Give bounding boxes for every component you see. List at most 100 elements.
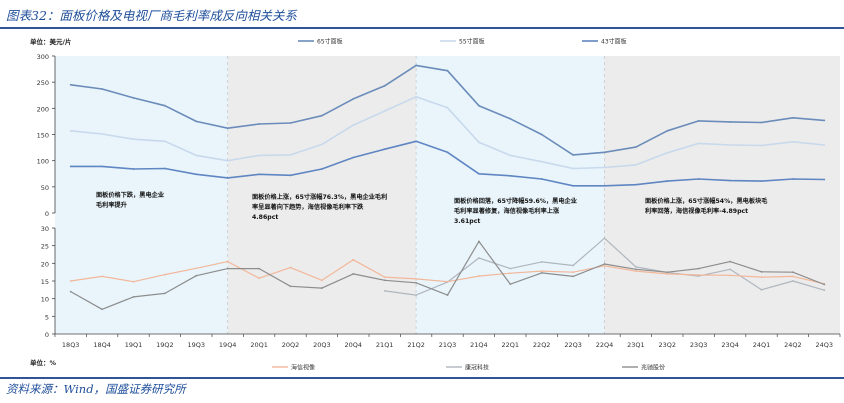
- series-43-inch-point: [760, 180, 763, 182]
- series-65-inch-point: [69, 83, 72, 86]
- annotation-a2-line: 率呈显著向下趋势，海信视像毛利率下跌: [252, 203, 364, 211]
- series-43-inch-point: [321, 168, 323, 170]
- series-hisense-point: [540, 270, 543, 273]
- series-zhaochi-point: [760, 270, 763, 273]
- series-65-inch-point: [635, 146, 637, 148]
- series-55-inch-point: [195, 154, 198, 157]
- series-43-inch-point: [792, 178, 794, 180]
- chart: 0 50 100 150 200 250 300 0 5 10 15 20 25 30 18Q3 18Q4 19…: [30, 37, 841, 372]
- series-65-inch-point: [603, 151, 606, 154]
- series-43-inch-point: [415, 140, 417, 143]
- x-tick-label: 22Q1: [502, 341, 520, 349]
- series-hisense-point: [195, 267, 198, 270]
- series-55-inch-point: [823, 144, 826, 146]
- annotation-a3-line: 面板价格回落，65寸降幅59.6%，黑电企业: [454, 197, 577, 205]
- series-43-inch-point: [164, 167, 166, 170]
- series-55-inch-point: [164, 140, 166, 143]
- series-43-inch-point: [666, 180, 669, 182]
- x-tick-label: 18Q4: [93, 341, 111, 349]
- series-zhaochi-point: [478, 240, 480, 243]
- series-65-inch-point: [697, 119, 700, 122]
- series-zhaochi-point: [697, 267, 700, 270]
- series-43-inch-point: [729, 179, 731, 182]
- legend-zhaochi-label: 兆驰股份: [641, 364, 665, 372]
- x-tick-label: 19Q3: [188, 341, 206, 349]
- series-43-inch-point: [635, 183, 637, 186]
- series-kangguan-point: [603, 237, 606, 240]
- series-zhaochi-point: [101, 308, 103, 311]
- series-65-inch-point: [792, 116, 794, 119]
- x-tick-label: 23Q1: [627, 341, 645, 349]
- series-kangguan-point: [383, 289, 386, 292]
- period-band-4: [604, 56, 840, 334]
- x-tick-label: 24Q2: [784, 341, 802, 349]
- annotation-a1-line: 面板价格下跌，黑电企业: [96, 191, 164, 199]
- series-kangguan-point: [540, 261, 543, 263]
- series-55-inch-point: [760, 144, 763, 147]
- top-y-tick-label: 200: [37, 105, 49, 113]
- top-unit-label: 单位：美元/片: [30, 37, 71, 46]
- series-kangguan-point: [823, 289, 826, 292]
- series-kangguan-point: [760, 288, 763, 291]
- series-43-inch-point: [352, 156, 355, 159]
- x-tick-label: 21Q4: [470, 341, 488, 349]
- series-55-inch-point: [258, 154, 260, 157]
- top-y-tick-label: 100: [37, 158, 49, 166]
- series-zhaochi-point: [666, 271, 669, 274]
- series-65-inch-point: [823, 119, 826, 122]
- series-65-inch-point: [729, 121, 731, 123]
- series-65-inch-point: [540, 133, 543, 136]
- bottom-y-tick-label: 15: [41, 278, 49, 286]
- bottom-y-tick-label: 20: [41, 260, 49, 268]
- series-zhaochi-point: [164, 292, 166, 295]
- series-hisense-point: [603, 264, 606, 267]
- series-hisense-point: [760, 276, 763, 279]
- series-43-inch-point: [383, 148, 386, 151]
- series-hisense-point: [729, 274, 731, 277]
- series-55-inch-point: [697, 142, 700, 145]
- series-hisense-point: [792, 275, 794, 278]
- x-tick-label: 20Q2: [282, 341, 300, 349]
- series-kangguan-point: [635, 265, 637, 268]
- series-zhaochi-point: [572, 275, 574, 278]
- series-hisense-point: [478, 275, 480, 277]
- series-zhaochi-point: [352, 273, 355, 275]
- series-65-inch-point: [760, 121, 763, 124]
- series-55-inch-point: [666, 151, 669, 154]
- series-zhaochi-point: [540, 271, 543, 274]
- series-43-inch-point: [446, 151, 449, 154]
- x-tick-label: 20Q1: [250, 341, 268, 349]
- series-hisense-point: [258, 277, 260, 280]
- annotation-a2-line: 4.86pct: [252, 214, 278, 221]
- series-55-inch-point: [729, 144, 731, 146]
- x-tick-label: 20Q3: [313, 341, 331, 349]
- series-hisense-point: [666, 273, 669, 275]
- series-zhaochi-point: [446, 294, 449, 297]
- series-zhaochi-point: [258, 267, 260, 270]
- series-43-inch-point: [101, 165, 103, 168]
- series-65-inch-point: [195, 120, 198, 123]
- series-55-inch-point: [603, 166, 606, 169]
- series-hisense-point: [572, 271, 574, 274]
- series-zhaochi-point: [321, 287, 323, 289]
- series-65-inch-point: [446, 69, 449, 72]
- period-band-3: [416, 56, 605, 334]
- series-43-inch-point: [603, 184, 606, 187]
- series-43-inch-point: [289, 174, 292, 177]
- series-hisense-point: [446, 280, 449, 283]
- x-tick-label: 22Q3: [564, 341, 582, 349]
- top-y-tick-label: 300: [37, 53, 49, 61]
- legend-hisense-label: 海信视像: [291, 364, 315, 372]
- series-55-inch-point: [446, 106, 449, 109]
- series-43-inch-point: [697, 178, 700, 180]
- series-43-inch-point: [823, 178, 826, 181]
- x-tick-label: 19Q2: [156, 341, 174, 349]
- series-zhaochi-point: [195, 274, 198, 277]
- series-zhaochi-point: [132, 296, 135, 298]
- series-55-inch-point: [383, 110, 386, 112]
- series-65-inch-point: [258, 123, 260, 125]
- bottom-unit-label: 单位：%: [30, 358, 57, 367]
- series-hisense-point: [321, 279, 323, 282]
- series-hisense-point: [383, 276, 386, 279]
- series-hisense-point: [132, 280, 135, 283]
